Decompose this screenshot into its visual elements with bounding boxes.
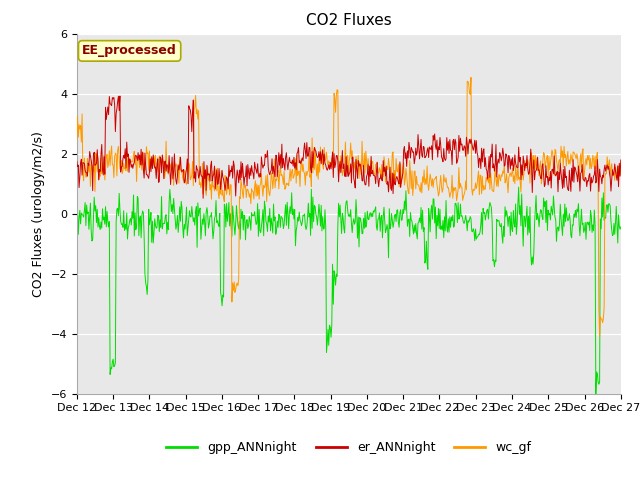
- Title: CO2 Fluxes: CO2 Fluxes: [306, 13, 392, 28]
- Y-axis label: CO2 Fluxes (urology/m2/s): CO2 Fluxes (urology/m2/s): [32, 131, 45, 297]
- Legend: gpp_ANNnight, er_ANNnight, wc_gf: gpp_ANNnight, er_ANNnight, wc_gf: [161, 436, 536, 459]
- Text: EE_processed: EE_processed: [82, 44, 177, 58]
